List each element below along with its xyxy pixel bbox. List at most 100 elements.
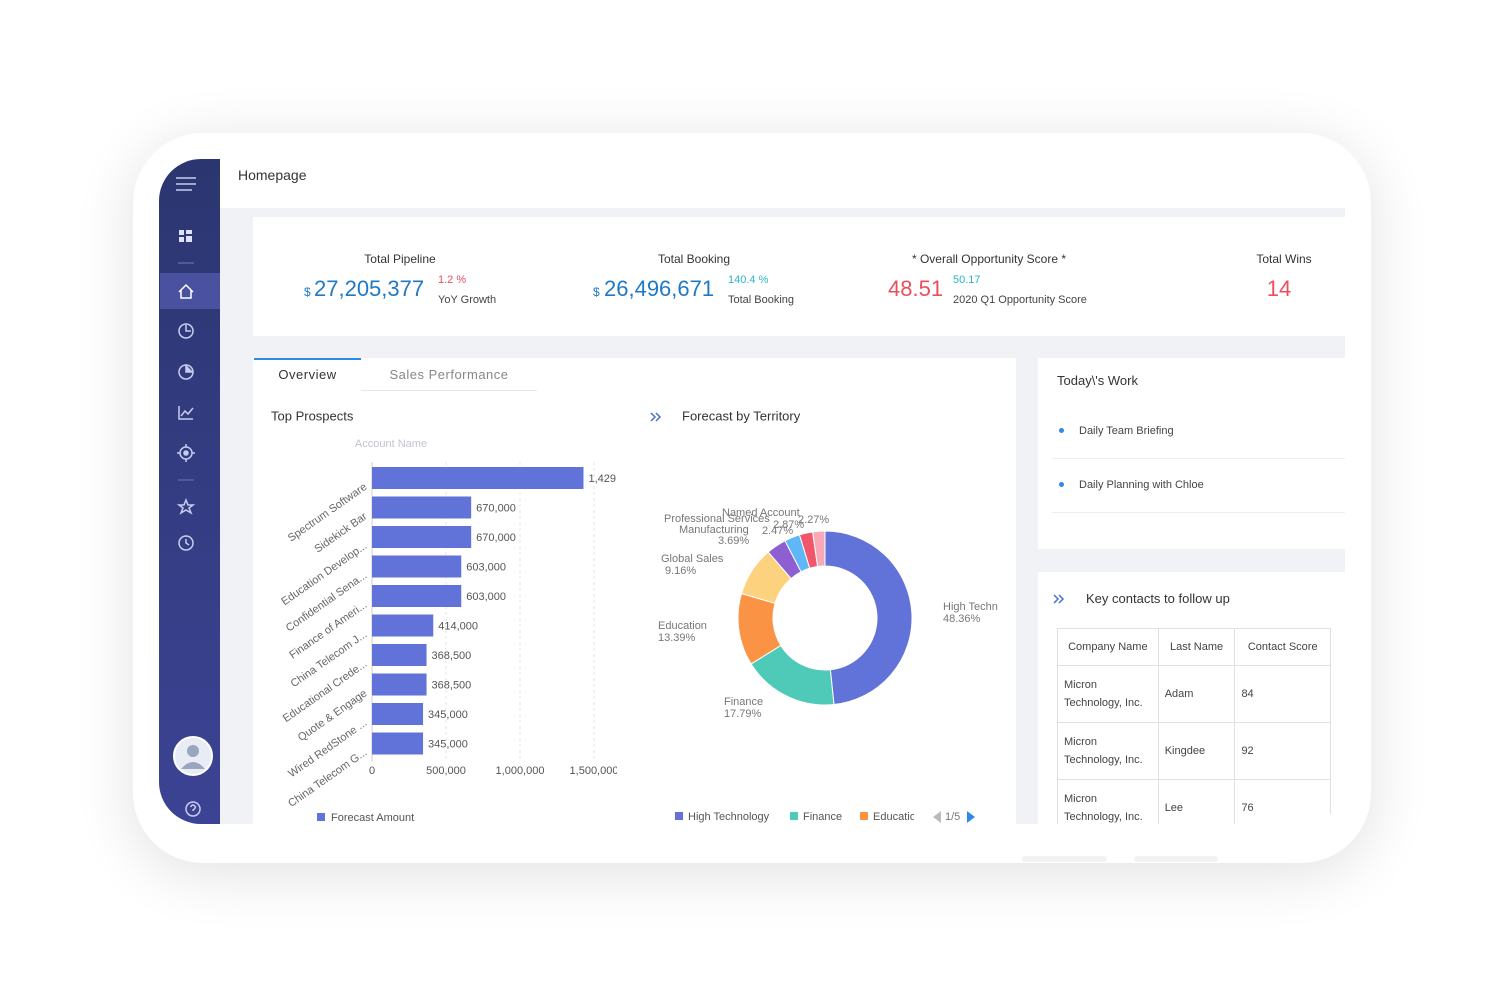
menu-icon[interactable]: [176, 177, 196, 191]
bar: [372, 555, 462, 578]
cell: Kingdee: [1157, 722, 1236, 780]
x-tick-label: 1,000,000: [496, 765, 545, 777]
slice-label: High Technology: [943, 601, 1016, 613]
work-item[interactable]: Daily Team Briefing: [1079, 425, 1174, 437]
kpi-change: 50.17: [953, 274, 981, 286]
slice-value-label: 9.16%: [665, 565, 696, 577]
kpi-title: Total Pipeline: [364, 252, 436, 266]
tab-active[interactable]: Overview: [254, 358, 361, 391]
kpi-currency: $: [593, 285, 600, 299]
kpi-change-label: 2020 Q1 Opportunity Score: [953, 294, 1087, 306]
kpi-change: 140.4 %: [728, 274, 769, 286]
slice-value-label: 3.69%: [718, 535, 749, 547]
bar: [372, 467, 584, 489]
bar: [372, 644, 427, 666]
row[interactable]: Micron Technology, Inc. Adam 84: [1057, 665, 1331, 723]
help-icon[interactable]: [185, 801, 201, 817]
kpi-change: 1.2 %: [438, 274, 467, 286]
slice-value-label: 2.87%: [773, 519, 804, 531]
pager-next[interactable]: [967, 811, 975, 823]
bullet: [1059, 428, 1064, 433]
chart-panel: Overview Sales Performance Top Prospects…: [253, 358, 1016, 824]
star-icon[interactable]: [176, 497, 196, 515]
slice-value-label: 48.36%: [943, 613, 981, 625]
slice-value-label: 2.47%: [762, 525, 793, 537]
legend-label: Education: [873, 811, 922, 823]
slice-label: Global Sales: [661, 553, 724, 565]
cell: Micron Technology, Inc.: [1057, 779, 1159, 824]
work-card: Today\'s Work Daily Team Briefing Daily …: [1038, 358, 1345, 549]
line-chart-icon[interactable]: [178, 406, 194, 420]
sidebar: [159, 159, 220, 824]
slice-label: Professional Services: [664, 513, 770, 525]
donut-segment: [812, 530, 826, 568]
legend-swatch: [860, 812, 868, 820]
slice-value-label: 2.27%: [798, 514, 829, 526]
bar-clip: 0 500,000 1,000,000 1,500,000: [369, 765, 619, 777]
chart-title: Top Prospects: [271, 408, 354, 423]
value-label: 414,000: [438, 620, 478, 632]
home-icon[interactable]: [178, 283, 194, 299]
value-label: 368,500: [432, 650, 472, 662]
value-label: 345,000: [428, 709, 468, 721]
legend-swatch: [675, 812, 683, 820]
work-item[interactable]: Daily Planning with Chloe: [1079, 479, 1204, 491]
slice-value-label: 13.39%: [658, 632, 696, 644]
column-header: Last Name: [1157, 628, 1236, 666]
column-header: Contact Score: [1234, 628, 1331, 666]
slice-label: Finance: [724, 696, 763, 708]
sidebar-icons: [160, 177, 220, 817]
row[interactable]: Micron Technology, Inc. Kingdee 92: [1057, 722, 1331, 780]
bar: [372, 703, 424, 725]
bar: [372, 732, 424, 755]
avatar[interactable]: [173, 736, 213, 776]
kpi-title: Total Wins: [1256, 252, 1312, 266]
header-row: Company Name Last Name Contact Score: [1057, 628, 1331, 666]
legend-label: Forecast Amount: [331, 812, 414, 824]
slice-value-label: 17.79%: [724, 708, 762, 720]
x-tick-label: 1,500,000: [570, 765, 619, 777]
axis-title: Account Name: [355, 438, 427, 450]
cell: Micron Technology, Inc.: [1057, 722, 1159, 780]
bar: [372, 496, 472, 519]
bar: [372, 526, 472, 548]
bar: [372, 673, 427, 696]
value-label: 368,500: [432, 679, 472, 691]
pie-icon[interactable]: [178, 364, 194, 380]
expand-icon[interactable]: [650, 412, 662, 422]
card-title: Today\'s Work: [1057, 373, 1138, 388]
column-header: Company Name: [1057, 628, 1159, 666]
expand-icon[interactable]: [1052, 592, 1066, 606]
value-label: 670,000: [476, 502, 516, 514]
dashboard-icon[interactable]: [179, 230, 192, 242]
card-title: Key contacts to follow up: [1086, 591, 1230, 606]
clock-chart-icon[interactable]: [178, 323, 194, 339]
screen: Homepage Total Pipeline $ 27,205,377 1.2…: [159, 159, 1345, 824]
kpi-value: 48.51: [888, 276, 944, 301]
tab[interactable]: Sales Performance: [361, 360, 537, 391]
legend-label: Finance: [803, 811, 842, 823]
pager-label: 1/5: [945, 811, 960, 823]
kpi-value: 27,205,377: [314, 276, 425, 301]
legend-swatch: [317, 813, 325, 821]
legend-swatch: [790, 812, 798, 820]
slice-label: Education: [658, 620, 707, 632]
cell: 76: [1234, 779, 1331, 824]
row[interactable]: Micron Technology, Inc. Lee 76: [1057, 779, 1331, 824]
target-icon[interactable]: [177, 444, 195, 462]
pager-prev[interactable]: [933, 811, 941, 823]
kpi-change-label: YoY Growth: [438, 294, 497, 306]
kpi-card: [253, 217, 1345, 336]
history-icon[interactable]: [178, 535, 194, 551]
value-label: 1,429: [588, 473, 616, 485]
cell: 92: [1234, 722, 1331, 780]
cell: Adam: [1157, 665, 1236, 723]
kpi-title: * Overall Opportunity Score *: [911, 252, 1067, 266]
value-label: 603,000: [466, 591, 506, 603]
kpi-value: 26,496,671: [604, 276, 715, 301]
divider: [1052, 512, 1345, 513]
contacts-table: Company Name Last Name Contact Score Mic…: [1057, 628, 1331, 824]
device-button: [1134, 856, 1218, 862]
kpi-currency: $: [304, 285, 311, 299]
